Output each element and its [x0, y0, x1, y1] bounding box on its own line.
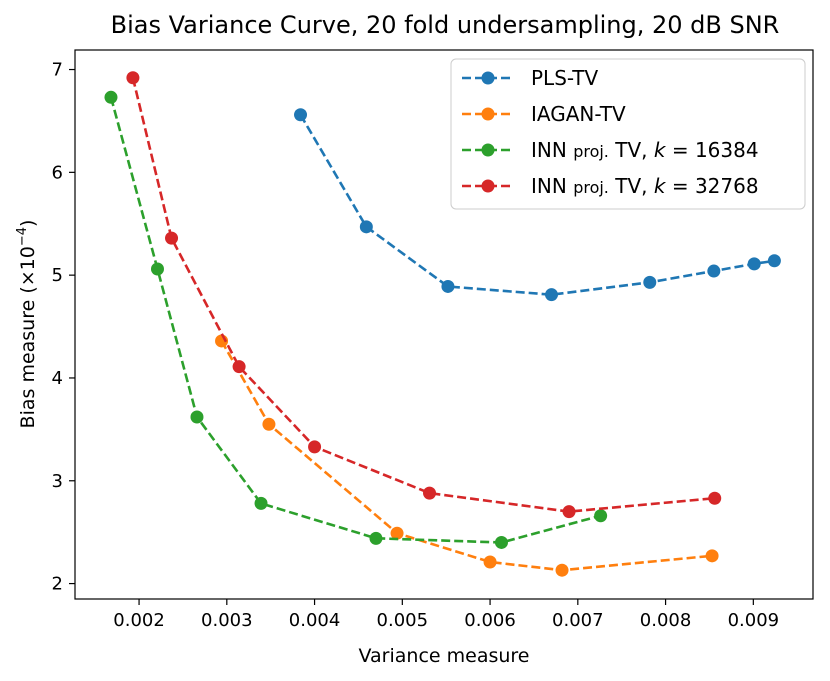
data-point	[747, 257, 761, 271]
legend-label-part: k	[654, 138, 667, 162]
data-point	[705, 549, 719, 563]
legend-label: PLS-TV	[531, 66, 598, 90]
x-tick-label: 0.002	[113, 610, 165, 631]
data-point	[150, 262, 164, 276]
data-point	[294, 108, 308, 122]
x-tick-label: 0.007	[552, 610, 604, 631]
data-point	[165, 231, 179, 245]
series-0	[294, 108, 781, 302]
y-tick-label: 2	[52, 574, 63, 595]
data-point	[254, 496, 268, 510]
legend-label-part: k	[654, 174, 667, 198]
x-axis-ticks: 0.002 0.003 0.004 0.005 0.006 0.007 0.008 0.009	[113, 599, 779, 631]
data-point	[190, 410, 204, 424]
y-tick-label: 5	[52, 265, 63, 286]
y-axis-ticks: 2 3 4 5 6 7	[52, 60, 75, 595]
x-axis-label: Variance measure	[359, 645, 530, 667]
legend-label: IAGAN-TV	[531, 102, 626, 126]
y-tick-label: 4	[52, 368, 63, 389]
y-axis-label-main: Bias measure (×10	[17, 246, 39, 428]
legend-label-part: proj.	[573, 178, 609, 197]
data-point	[767, 254, 781, 268]
series-line	[299, 114, 775, 297]
data-point	[423, 486, 437, 500]
data-point	[707, 264, 721, 278]
x-tick-label: 0.009	[728, 610, 780, 631]
data-point	[262, 417, 276, 431]
chart-title: Bias Variance Curve, 20 fold undersampli…	[111, 11, 780, 39]
data-point	[494, 535, 508, 549]
legend-label-part: TV,	[609, 138, 654, 162]
legend-label-part: IAGAN-TV	[531, 102, 626, 126]
legend-label-part: PLS-TV	[531, 66, 598, 90]
y-axis-label: Bias measure (×10−4)	[15, 220, 39, 429]
x-tick-label: 0.008	[640, 610, 692, 631]
data-point	[562, 505, 576, 519]
legend-label: INN proj. TV, k = 16384	[531, 138, 759, 162]
x-tick-label: 0.004	[289, 610, 341, 631]
legend-label: INN proj. TV, k = 32768	[531, 174, 759, 198]
legend-entry: IAGAN-TV	[462, 102, 626, 126]
data-point	[126, 71, 140, 85]
series-2	[104, 90, 608, 549]
data-point	[359, 220, 373, 234]
legend-entry: PLS-TV	[462, 66, 598, 90]
x-tick-label: 0.006	[464, 610, 516, 631]
x-tick-label: 0.003	[201, 610, 253, 631]
legend-label-part: TV,	[609, 174, 654, 198]
legend-entry: INN proj. TV, k = 32768	[462, 174, 759, 198]
data-point	[544, 288, 558, 302]
series-line	[220, 340, 713, 572]
data-point	[643, 275, 657, 289]
data-point	[555, 563, 569, 577]
data-point	[104, 90, 118, 104]
data-point	[308, 440, 322, 454]
legend-box	[450, 58, 806, 210]
data-point	[232, 360, 246, 374]
data-point	[441, 279, 455, 293]
data-point	[708, 491, 722, 505]
data-point	[369, 531, 383, 545]
legend-label-part: INN	[531, 174, 573, 198]
data-point	[483, 555, 497, 569]
legend-label-part: INN	[531, 138, 573, 162]
legend-entry: INN proj. TV, k = 16384	[462, 138, 759, 162]
data-point	[594, 509, 608, 523]
legend-label-part: proj.	[573, 142, 609, 161]
legend-marker	[481, 107, 495, 121]
legend-marker	[481, 143, 495, 157]
y-axis-label-close: )	[17, 220, 39, 227]
data-point	[390, 526, 404, 540]
legend-label-part: = 32768	[665, 174, 758, 198]
y-axis-label-exponent: −4	[15, 227, 30, 246]
legend-marker	[481, 179, 495, 193]
series-1	[215, 334, 719, 577]
y-tick-label: 7	[52, 60, 63, 81]
y-tick-label: 6	[52, 162, 63, 183]
legend-marker	[481, 71, 495, 85]
series-layer	[104, 71, 781, 577]
series-3	[126, 71, 722, 519]
y-tick-label: 3	[52, 471, 63, 492]
x-tick-label: 0.005	[377, 610, 429, 631]
plot-frame	[74, 49, 814, 600]
legend-label-part: = 16384	[665, 138, 758, 162]
